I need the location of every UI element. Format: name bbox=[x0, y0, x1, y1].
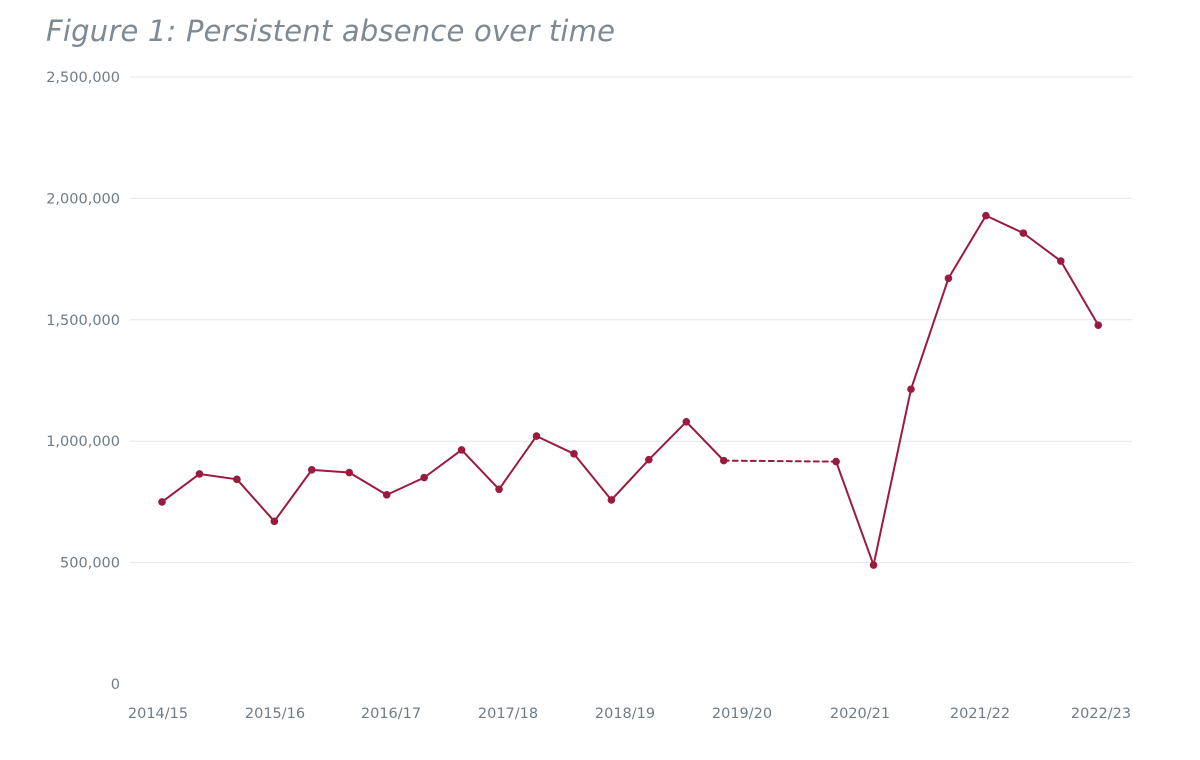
series-points bbox=[158, 211, 1103, 569]
data-point bbox=[1019, 229, 1028, 237]
y-tick-label: 1,000,000 bbox=[46, 434, 120, 450]
series-line-segment bbox=[647, 420, 688, 461]
y-tick-label: 1,500,000 bbox=[46, 313, 120, 329]
data-point bbox=[982, 211, 990, 220]
x-tick-label: 2019/20 bbox=[712, 706, 772, 722]
series-line-segment bbox=[498, 435, 538, 491]
data-point bbox=[158, 498, 166, 506]
data-point bbox=[719, 456, 728, 465]
series-line-segment bbox=[460, 448, 501, 491]
data-point bbox=[832, 457, 840, 466]
x-tick-label: 2022/23 bbox=[1071, 706, 1131, 722]
series-line-segment bbox=[610, 458, 650, 501]
series-line-segment bbox=[835, 460, 875, 567]
series-line-segment bbox=[947, 214, 987, 280]
series-line-segment bbox=[872, 388, 912, 567]
data-point bbox=[233, 475, 241, 484]
data-point bbox=[308, 466, 316, 474]
data-point bbox=[907, 385, 915, 394]
series-line-segment bbox=[1022, 232, 1062, 263]
series-line-segment bbox=[685, 420, 725, 462]
series-line-segment bbox=[1059, 260, 1100, 327]
series-gap-dashed-segment bbox=[722, 459, 838, 463]
x-tick-label: 2021/22 bbox=[950, 706, 1010, 722]
data-point bbox=[345, 468, 354, 477]
y-tick-label: 2,000,000 bbox=[46, 191, 120, 207]
series-line-segment bbox=[535, 435, 575, 455]
series-line-segment bbox=[385, 476, 426, 496]
x-tick-label: 2018/19 bbox=[595, 706, 655, 722]
series-line-segment bbox=[273, 468, 313, 523]
gridlines bbox=[130, 76, 1132, 564]
series-line-segment bbox=[198, 472, 238, 481]
series-line bbox=[161, 214, 1100, 567]
data-point bbox=[645, 455, 653, 464]
series-line-segment bbox=[161, 472, 201, 503]
data-point bbox=[869, 561, 878, 569]
y-tick-label: 500,000 bbox=[60, 556, 120, 572]
data-point bbox=[457, 446, 466, 454]
series-line-segment bbox=[310, 468, 351, 474]
data-point bbox=[570, 450, 578, 458]
data-point bbox=[944, 274, 953, 283]
x-tick-label: 2015/16 bbox=[245, 706, 305, 722]
data-point bbox=[607, 496, 616, 504]
x-tick-label: 2020/21 bbox=[830, 706, 890, 722]
data-point bbox=[495, 485, 503, 494]
y-axis-tick-labels: 0 500,000 1,000,000 1,500,000 2,000,000 2,500… bbox=[46, 70, 120, 693]
data-point bbox=[382, 491, 391, 499]
series-line-segment bbox=[235, 478, 276, 523]
y-tick-label: 0 bbox=[111, 677, 120, 693]
series-line-segment bbox=[984, 214, 1025, 235]
data-point bbox=[1094, 321, 1103, 329]
data-point bbox=[420, 473, 428, 482]
data-point bbox=[270, 517, 279, 526]
x-tick-label: 2017/18 bbox=[478, 706, 538, 722]
chart-title: Figure 1: Persistent absence over time bbox=[46, 14, 616, 48]
series-line-segment bbox=[423, 448, 463, 479]
x-tick-label: 2014/15 bbox=[128, 706, 188, 722]
data-point bbox=[682, 417, 691, 426]
series-line-segment bbox=[572, 452, 613, 501]
data-point bbox=[195, 470, 204, 478]
x-tick-label: 2016/17 bbox=[361, 706, 421, 722]
series-line-segment bbox=[348, 471, 388, 496]
y-tick-label: 2,500,000 bbox=[46, 70, 120, 86]
series-line-segment bbox=[910, 277, 950, 391]
data-point bbox=[532, 432, 541, 440]
data-point bbox=[1057, 257, 1065, 265]
x-axis-tick-labels: 2014/15 2015/16 2016/17 2017/18 2018/19 2019/… bbox=[128, 706, 1131, 722]
